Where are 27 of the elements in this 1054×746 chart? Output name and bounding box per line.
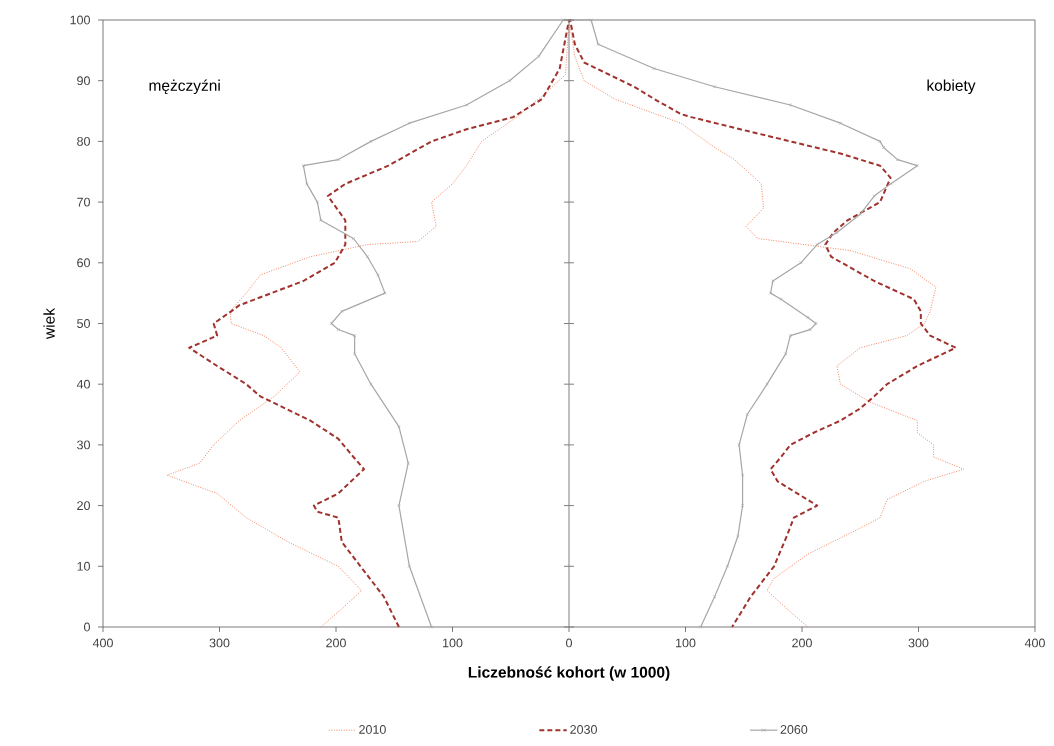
y-tick-label: 60 <box>77 258 90 268</box>
y-tick-label: 30 <box>77 440 90 450</box>
annotation: kobiety <box>927 79 976 94</box>
legend-label: 2060 <box>780 725 808 734</box>
y-tick-label: 40 <box>76 379 90 389</box>
x-tick-label: 400 <box>92 638 113 648</box>
y-tick-label: 50 <box>77 319 90 328</box>
y-axis-title: wiek <box>43 307 55 340</box>
y-tick-label: 90 <box>77 76 90 86</box>
annotation: mężczyźni <box>149 79 220 95</box>
x-tick-label: 400 <box>1024 638 1045 648</box>
legend-label: 2010 <box>359 725 386 734</box>
x-tick-label: 100 <box>676 638 696 648</box>
x-tick-label: 0 <box>566 638 572 648</box>
x-tick-label: 200 <box>326 638 346 648</box>
x-tick-label: 100 <box>443 638 463 648</box>
x-axis-title: Liczebność kohort (w 1000) <box>468 666 670 681</box>
y-tick-label: 20 <box>77 501 90 511</box>
y-tick-label: 70 <box>77 197 90 207</box>
x-tick-label: 300 <box>908 638 929 648</box>
legend-label: 2030 <box>570 725 597 734</box>
x-tick-label: 200 <box>792 638 812 648</box>
y-tick-label: 80 <box>77 136 90 146</box>
y-tick-label: 100 <box>70 15 90 25</box>
x-tick-label: 300 <box>209 638 230 648</box>
y-tick-label: 10 <box>77 561 90 571</box>
y-tick-label: 0 <box>84 622 90 632</box>
